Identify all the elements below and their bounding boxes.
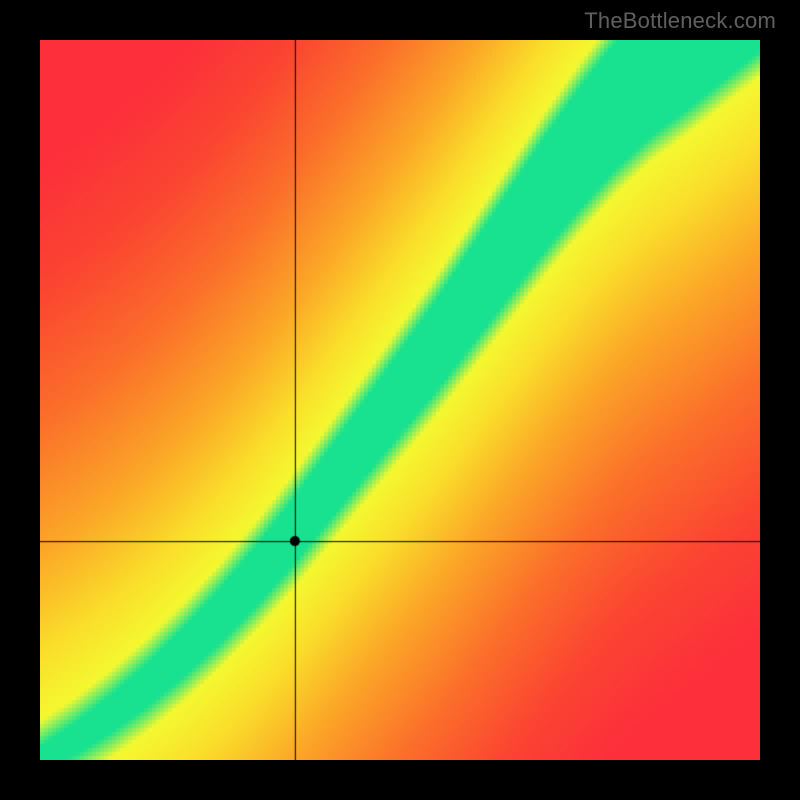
bottleneck-heatmap — [40, 40, 760, 760]
watermark-text: TheBottleneck.com — [584, 8, 776, 34]
chart-frame: TheBottleneck.com — [0, 0, 800, 800]
